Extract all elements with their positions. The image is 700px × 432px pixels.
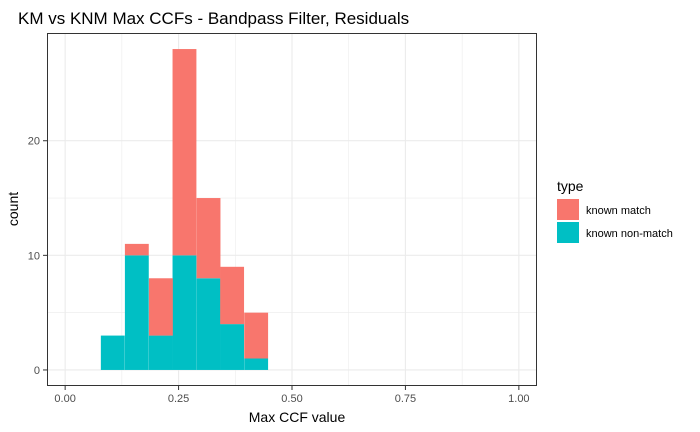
bar-known-non-match <box>196 278 221 370</box>
bar-known-non-match <box>124 255 149 370</box>
legend-label: known non-match <box>586 228 673 240</box>
bar-known-non-match <box>100 335 125 370</box>
bar-known-match <box>172 49 197 256</box>
y-tick-label: 10 <box>28 250 40 262</box>
bar-known-match <box>196 198 221 279</box>
y-axis-title: count <box>5 192 21 226</box>
legend-title: type <box>557 178 584 194</box>
y-axis: 0 10 20 <box>28 136 47 377</box>
bar-known-non-match <box>148 335 173 370</box>
legend-label: known match <box>586 205 651 217</box>
bars <box>100 49 269 370</box>
legend: type known match known non-match <box>557 178 673 243</box>
bar-known-match <box>220 266 245 325</box>
bar-known-non-match <box>172 255 197 370</box>
x-tick-label: 0.75 <box>395 393 416 405</box>
legend-key <box>557 199 579 220</box>
x-tick-label: 0.50 <box>281 393 302 405</box>
bar-known-match <box>244 312 269 359</box>
bar-known-match <box>148 278 173 336</box>
x-tick-label: 1.00 <box>508 393 529 405</box>
bar-known-non-match <box>244 358 269 370</box>
x-axis-title: Max CCF value <box>249 409 346 425</box>
bar-known-match <box>124 243 149 256</box>
y-tick-label: 0 <box>34 365 40 377</box>
chart-title: KM vs KNM Max CCFs - Bandpass Filter, Re… <box>18 9 409 28</box>
y-tick-label: 20 <box>28 136 40 148</box>
plot-border <box>47 33 537 386</box>
x-tick-label: 0.00 <box>54 393 75 405</box>
x-axis: 0.00 0.25 0.50 0.75 1.00 <box>54 386 530 405</box>
bar-known-non-match <box>220 324 245 370</box>
legend-key <box>557 222 579 243</box>
x-tick-label: 0.25 <box>168 393 189 405</box>
